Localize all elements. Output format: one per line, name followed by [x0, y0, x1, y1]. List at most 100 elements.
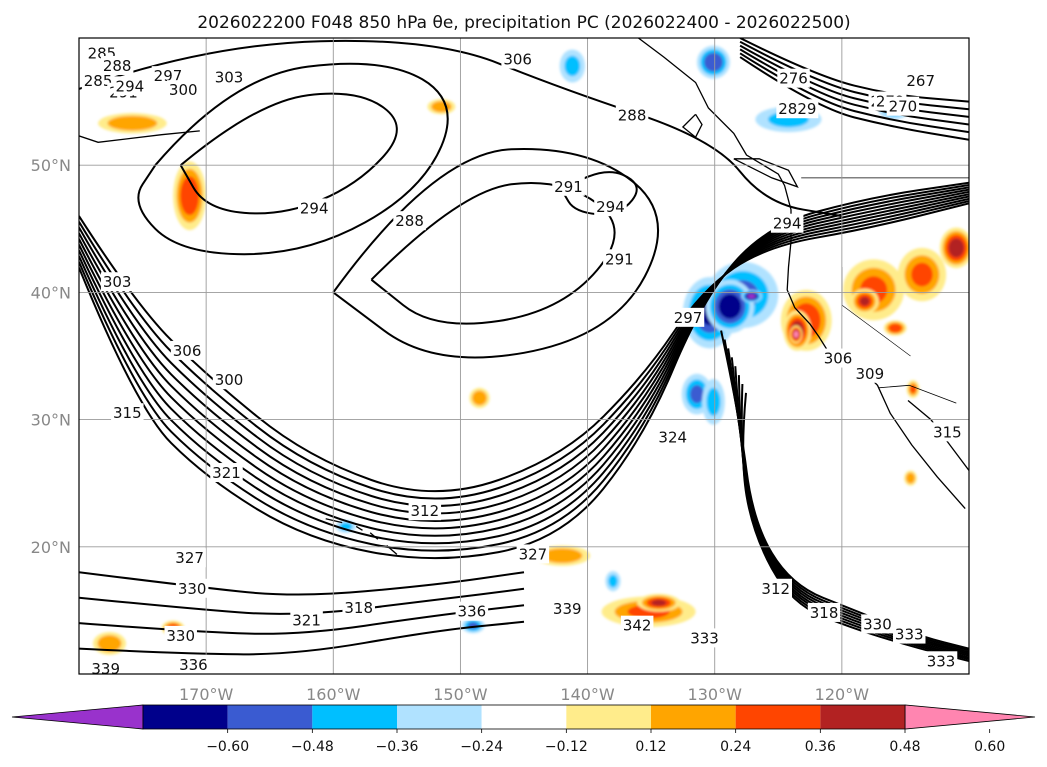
theta-e-contour — [79, 188, 969, 537]
contour-label-halo — [807, 602, 841, 622]
precip-anomaly-shape — [183, 183, 196, 208]
contour-label: 294 — [300, 199, 329, 217]
contour-label-halo — [904, 71, 937, 91]
contour-label: 294 — [596, 198, 625, 216]
coastline — [638, 38, 966, 510]
contour-label-halo — [393, 211, 426, 231]
contour-label-halo — [892, 624, 926, 644]
contour-label-halo — [886, 96, 920, 116]
theta-e-contour — [79, 571, 525, 596]
contour-label: 342 — [623, 617, 652, 635]
longitude-tick-label: 130°W — [688, 685, 743, 704]
contour-label-halo — [164, 625, 197, 645]
precip-anomaly-shape — [907, 474, 914, 482]
precip-anomaly-shape — [951, 242, 962, 254]
theta-e-contour — [79, 200, 969, 500]
theta-e-contour — [79, 202, 969, 493]
theta-e-contour — [179, 92, 398, 215]
coastline — [325, 518, 343, 524]
contour-label-halo — [111, 403, 144, 423]
colorbar-tick-label: 0.60 — [974, 739, 1005, 755]
contour-label-halo — [550, 599, 584, 619]
colorbar-tick-label: −0.60 — [206, 739, 249, 755]
contour-label-halo — [777, 68, 810, 88]
map-background — [79, 38, 969, 674]
colorbar: −0.60 −0.48 −0.36 −0.24 −0.12 0.12 0.24 0.36 0.4… — [11, 704, 1036, 755]
contour-label: 294 — [116, 77, 145, 95]
colorbar-over-extension — [904, 704, 1036, 730]
colorbar-tick-label: −0.12 — [545, 739, 588, 755]
longitude-tick-label: 170°W — [179, 685, 234, 704]
latitude-tick-label: 20°N — [31, 538, 71, 557]
precip-anomaly-shape — [794, 332, 798, 337]
contour-label-halo — [100, 272, 134, 292]
theta-e-contour — [561, 171, 638, 216]
colorbar-tick-label: −0.48 — [291, 739, 334, 755]
precip-anomaly-shape — [911, 262, 933, 287]
contour-label: 297 — [674, 309, 703, 327]
contour-label-halo — [776, 99, 819, 119]
contour-label-halo — [770, 213, 804, 233]
colorbar-outline — [142, 704, 906, 730]
theta-e-contour — [79, 197, 969, 507]
contour-label: 327 — [175, 549, 204, 567]
contour-label: 336 — [179, 656, 208, 674]
contour-label: 309 — [856, 365, 885, 383]
theta-e-contour — [137, 62, 449, 256]
latitude-axis: 50°N 40°N 30°N 20°N — [31, 156, 71, 557]
contour-label-halo — [671, 307, 705, 327]
colorbar-bin — [566, 705, 651, 729]
contour-label: 330 — [178, 580, 207, 598]
contour-label: 324 — [658, 428, 687, 446]
contour-label: 339 — [553, 600, 582, 618]
contour-label-halo — [688, 628, 721, 648]
colorbar-tick-label: 0.48 — [889, 739, 920, 755]
colorbar-bin — [312, 705, 397, 729]
theta-e-contour — [79, 195, 969, 515]
contour-labels: 2852882852912942973003033062762672829272… — [81, 43, 964, 678]
contour-label-halo — [853, 363, 887, 383]
map-frame — [78, 37, 970, 675]
contour-label-halo — [173, 548, 206, 568]
contour-label: 318 — [344, 599, 373, 617]
contour-label: 306 — [824, 350, 853, 368]
longitude-tick-label: 150°W — [433, 685, 488, 704]
colorbar-bin — [227, 705, 313, 729]
contour-label: 288 — [618, 107, 647, 125]
colorbar-bin — [651, 705, 736, 729]
precip-anomaly-shape — [117, 118, 148, 128]
theta-e-contour — [79, 39, 843, 218]
contour-label: 339 — [91, 660, 120, 678]
precip-anomaly-shape — [564, 55, 581, 77]
contour-label-halo — [342, 597, 375, 617]
contour-label: 2829 — [778, 100, 816, 118]
coastline — [733, 158, 799, 188]
latitude-tick-label: 50°N — [31, 156, 71, 175]
contour-label: 330 — [863, 615, 892, 633]
contour-label-halo — [501, 49, 534, 69]
contour-label-halo — [89, 658, 122, 674]
figure-title: 2026022200 F048 850 hPa θe, precipitatio… — [197, 13, 850, 33]
contour-label: 291 — [554, 178, 583, 196]
contour-label: 333 — [927, 652, 956, 670]
contour-label: 303 — [103, 273, 132, 291]
contour-label: 321 — [212, 464, 241, 482]
contour-label-halo — [210, 463, 243, 483]
longitude-tick-label: 120°W — [815, 685, 870, 704]
precip-anomaly-shape — [102, 638, 117, 649]
theta-e-contour — [739, 38, 969, 103]
colorbar-bin — [481, 705, 567, 729]
precip-anomaly-shape — [474, 393, 485, 403]
contour-label-halo — [615, 105, 649, 125]
theta-e-contour — [79, 620, 525, 656]
contour-label: 294 — [773, 215, 802, 233]
us-mexico-border — [878, 384, 957, 404]
colorbar-under-extension — [11, 704, 144, 730]
contour-label-halo — [100, 55, 134, 75]
contour-label: 312 — [411, 502, 440, 520]
contour-label: 270 — [889, 98, 918, 116]
contour-label-halo — [113, 76, 147, 96]
contour-label-halo — [297, 198, 331, 218]
precip-anomaly-shape — [749, 294, 755, 298]
